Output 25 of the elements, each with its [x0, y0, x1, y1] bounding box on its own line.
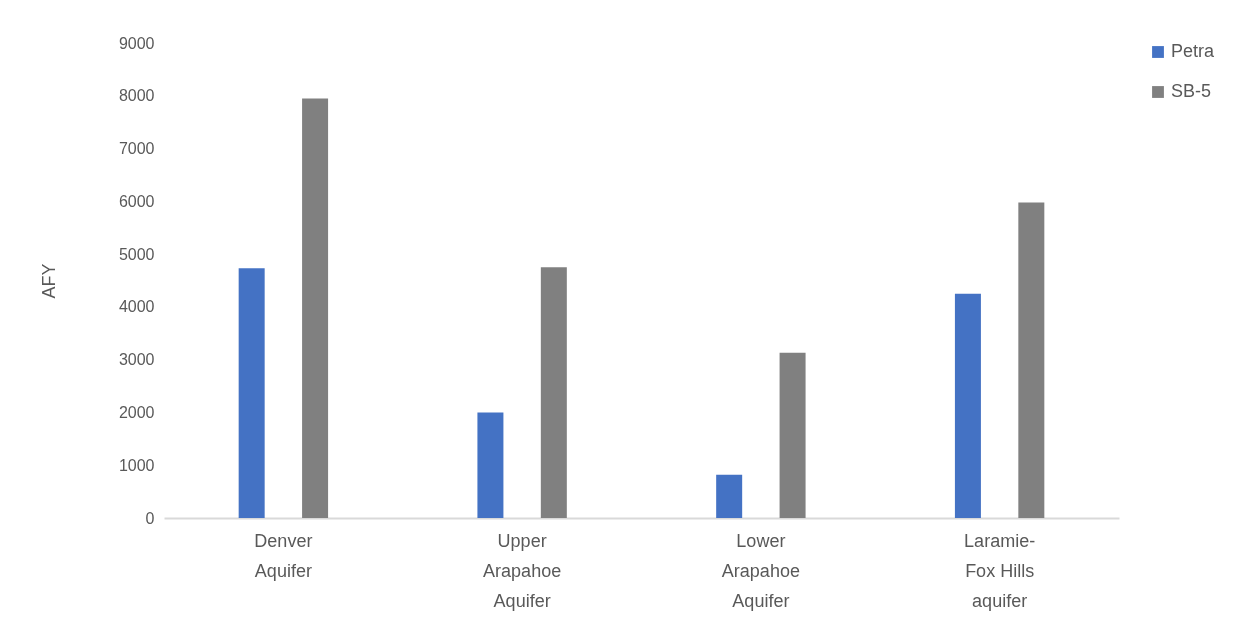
bar	[1018, 202, 1045, 518]
y-tick-label: 8000	[118, 87, 155, 105]
bar	[540, 267, 567, 518]
bar	[302, 98, 329, 518]
bar	[477, 412, 504, 518]
y-axis-title: AFY	[38, 263, 59, 299]
bar	[779, 352, 806, 518]
y-tick-label: 5000	[118, 245, 155, 263]
x-tick-label: Denver Aquifer	[254, 530, 313, 581]
x-tick-label: Upper Arapahoe Aquifer	[483, 530, 562, 611]
legend-label: Petra	[1171, 41, 1216, 61]
y-tick-label: 3000	[118, 351, 155, 369]
y-tick-label: 4000	[118, 298, 155, 316]
bar	[238, 268, 265, 518]
legend-label: SB-5	[1171, 81, 1212, 101]
y-tick-label: 9000	[118, 34, 155, 52]
y-tick-label: 0	[145, 509, 155, 527]
y-tick-label: 2000	[118, 403, 155, 421]
x-tick-label: Lower Arapahoe Aquifer	[721, 530, 800, 611]
y-tick-label: 7000	[118, 140, 155, 158]
y-tick-label: 1000	[118, 456, 155, 474]
bar	[954, 293, 981, 518]
y-tick-label: 6000	[118, 192, 155, 210]
bar	[716, 474, 743, 518]
x-tick-label: Laramie-Fox Hills aquifer	[964, 530, 1036, 611]
